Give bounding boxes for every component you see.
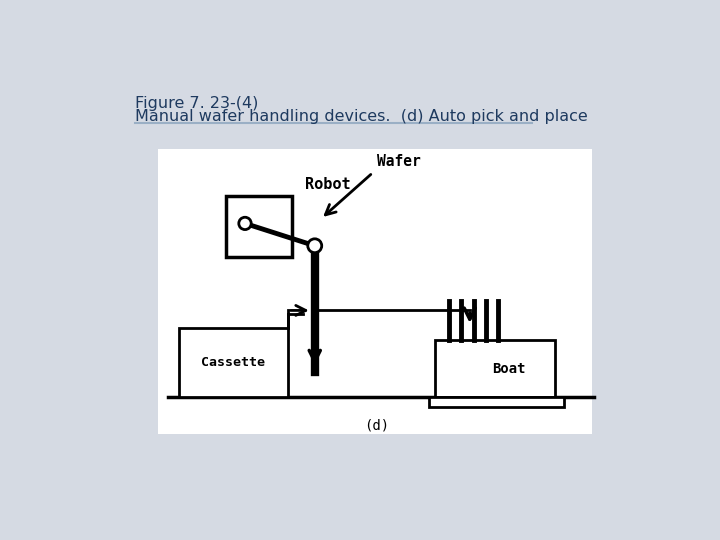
Bar — [428, 397, 564, 407]
Bar — [179, 328, 287, 397]
Bar — [225, 195, 292, 257]
Text: Cassette: Cassette — [202, 356, 266, 369]
Text: Wafer: Wafer — [377, 154, 420, 168]
Bar — [435, 340, 555, 397]
Text: Robot: Robot — [305, 177, 351, 192]
Text: Manual wafer handling devices.  (d) Auto pick and place: Manual wafer handling devices. (d) Auto … — [135, 110, 588, 124]
Text: (d): (d) — [364, 418, 390, 432]
Text: Figure 7. 23-(4): Figure 7. 23-(4) — [135, 96, 258, 111]
Circle shape — [239, 217, 251, 230]
Bar — [158, 150, 593, 434]
Text: Boat: Boat — [492, 362, 526, 375]
Circle shape — [307, 239, 322, 253]
